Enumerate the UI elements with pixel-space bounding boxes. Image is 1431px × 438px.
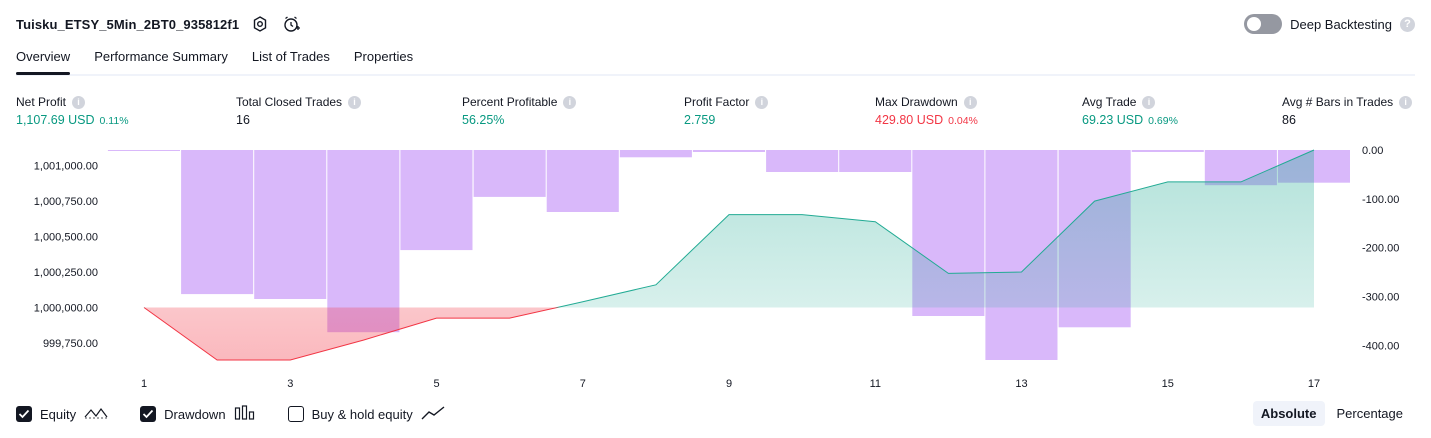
legend-equity[interactable]: Equity	[16, 405, 108, 424]
equity-line-negative	[143, 307, 560, 361]
metric-total-closed-trades: Total Closed Trades i 16	[236, 94, 362, 127]
y-left-tick-label: 1,000,250.00	[34, 267, 98, 279]
strategy-header: Tuisku_ETSY_5Min_2BT0_935812f1	[16, 12, 303, 36]
info-icon[interactable]: i	[72, 95, 86, 109]
x-tick-label: 1	[141, 378, 147, 390]
drawdown-bar	[473, 150, 546, 197]
drawdown-checkbox[interactable]	[140, 406, 157, 422]
metric-label: Percent Profitable	[462, 95, 558, 109]
equity-drawdown-chart[interactable]: 1,001,000.00 1,000,750.00 1,000,500.00 1,00…	[0, 140, 1431, 398]
metric-label: Avg Trade	[1082, 95, 1137, 109]
drawdown-bar	[400, 150, 473, 251]
x-tick-label: 9	[726, 378, 732, 390]
y-left-tick-label: 999,750.00	[43, 338, 98, 350]
y-left-tick-label: 1,001,000.00	[34, 161, 98, 173]
info-icon[interactable]: i	[348, 95, 362, 109]
buy-hold-line-icon	[421, 405, 445, 424]
equity-area-negative	[144, 307, 1314, 360]
y-right-tick-label: -200.00	[1362, 243, 1399, 255]
metric-label: Total Closed Trades	[236, 95, 343, 109]
metric-value: 56.25%	[462, 113, 505, 127]
drawdown-bar	[619, 150, 692, 158]
y-left-tick-label: 1,000,500.00	[34, 232, 98, 244]
tab-properties[interactable]: Properties	[353, 49, 414, 64]
metric-profit-factor: Profit Factor i 2.759	[684, 94, 769, 127]
drawdown-bars-icon	[234, 404, 256, 424]
metric-label: Max Drawdown	[875, 95, 958, 109]
chart-legend: Equity Drawdown Buy & hold equity	[16, 402, 477, 426]
drawdown-bar	[327, 150, 400, 333]
equity-checkbox[interactable]	[16, 406, 32, 422]
absolute-button[interactable]: Absolute	[1252, 401, 1325, 426]
metric-value: 429.80 USD	[875, 113, 944, 127]
y-right-tick-label: -400.00	[1362, 340, 1399, 352]
settings-icon[interactable]	[249, 13, 271, 35]
metric-avg-trade: Avg Trade i 69.23 USD 0.69%	[1082, 94, 1178, 127]
x-tick-label: 5	[433, 378, 439, 390]
info-icon[interactable]: i	[755, 95, 769, 109]
x-tick-label: 11	[870, 378, 881, 390]
percentage-button[interactable]: Percentage	[1336, 406, 1404, 421]
metric-percent: 0.04%	[948, 115, 978, 127]
metric-percent: 0.69%	[1148, 115, 1178, 127]
metrics-row: Net Profit i 1,107.69 USD 0.11% Total Clos…	[0, 94, 1431, 134]
metric-value: 1,107.69 USD	[16, 113, 95, 127]
tab-list-of-trades[interactable]: List of Trades	[251, 49, 330, 64]
metric-percent: 0.11%	[99, 115, 129, 127]
info-icon[interactable]: i	[1399, 95, 1413, 109]
display-mode-switch: Absolute Percentage	[1252, 401, 1411, 426]
tab-overview[interactable]: Overview	[16, 44, 71, 75]
x-tick-label: 17	[1308, 378, 1320, 390]
deep-backtesting-label: Deep Backtesting	[1290, 16, 1392, 32]
legend-label: Equity	[40, 406, 77, 422]
metric-value: 69.23 USD	[1082, 113, 1144, 127]
metric-value: 2.759	[684, 113, 716, 127]
drawdown-bar	[546, 150, 619, 212]
x-tick-label: 3	[287, 378, 293, 390]
equity-line-icon	[84, 405, 108, 424]
legend-label: Buy & hold equity	[311, 406, 413, 422]
drawdown-bar	[181, 150, 254, 295]
metric-net-profit: Net Profit i 1,107.69 USD 0.11%	[16, 94, 129, 127]
deep-backtesting: Deep Backtesting ?	[1244, 12, 1415, 36]
legend-buy-hold[interactable]: Buy & hold equity	[287, 405, 445, 424]
help-icon[interactable]: ?	[1400, 16, 1415, 32]
deep-backtesting-toggle[interactable]	[1244, 14, 1283, 34]
drawdown-bar	[107, 150, 180, 151]
equity-line-positive	[144, 149, 1315, 308]
metric-value: 16	[236, 113, 250, 127]
x-tick-label: 13	[1015, 378, 1027, 390]
metric-label: Net Profit	[16, 95, 67, 109]
info-icon[interactable]: i	[563, 95, 577, 109]
legend-label: Drawdown	[164, 406, 226, 422]
y-right-tick-label: -300.00	[1362, 292, 1399, 304]
report-tabs: Overview Performance Summary List of Tra…	[16, 44, 1415, 76]
drawdown-bar	[839, 150, 912, 172]
metric-value: 86	[1282, 113, 1296, 127]
strategy-name: Tuisku_ETSY_5Min_2BT0_935812f1	[16, 16, 240, 32]
drawdown-bar	[766, 150, 839, 172]
legend-drawdown[interactable]: Drawdown	[140, 404, 256, 424]
tab-performance-summary[interactable]: Performance Summary	[94, 49, 228, 64]
drawdown-bar	[692, 150, 765, 152]
drawdown-bar	[1131, 150, 1204, 152]
metric-avg-bars-in-trades: Avg # Bars in Trades i 86	[1282, 94, 1413, 127]
y-left-tick-label: 1,000,750.00	[34, 196, 98, 208]
metric-percent-profitable: Percent Profitable i 56.25%	[462, 94, 577, 127]
y-right-tick-label: 0.00	[1362, 145, 1383, 157]
metric-label: Avg # Bars in Trades	[1282, 95, 1394, 109]
metric-label: Profit Factor	[684, 95, 750, 109]
metric-max-drawdown: Max Drawdown i 429.80 USD 0.04%	[875, 94, 978, 127]
info-icon[interactable]: i	[963, 95, 977, 109]
y-left-tick-label: 1,000,000.00	[34, 303, 98, 315]
x-tick-label: 7	[580, 378, 586, 390]
drawdown-bar	[254, 150, 327, 299]
equity-area-positive	[144, 150, 1314, 308]
add-alert-icon[interactable]	[281, 13, 303, 35]
y-right-tick-label: -100.00	[1362, 194, 1399, 206]
x-tick-label: 15	[1162, 378, 1174, 390]
buy-hold-checkbox[interactable]	[287, 406, 304, 422]
info-icon[interactable]: i	[1142, 95, 1156, 109]
